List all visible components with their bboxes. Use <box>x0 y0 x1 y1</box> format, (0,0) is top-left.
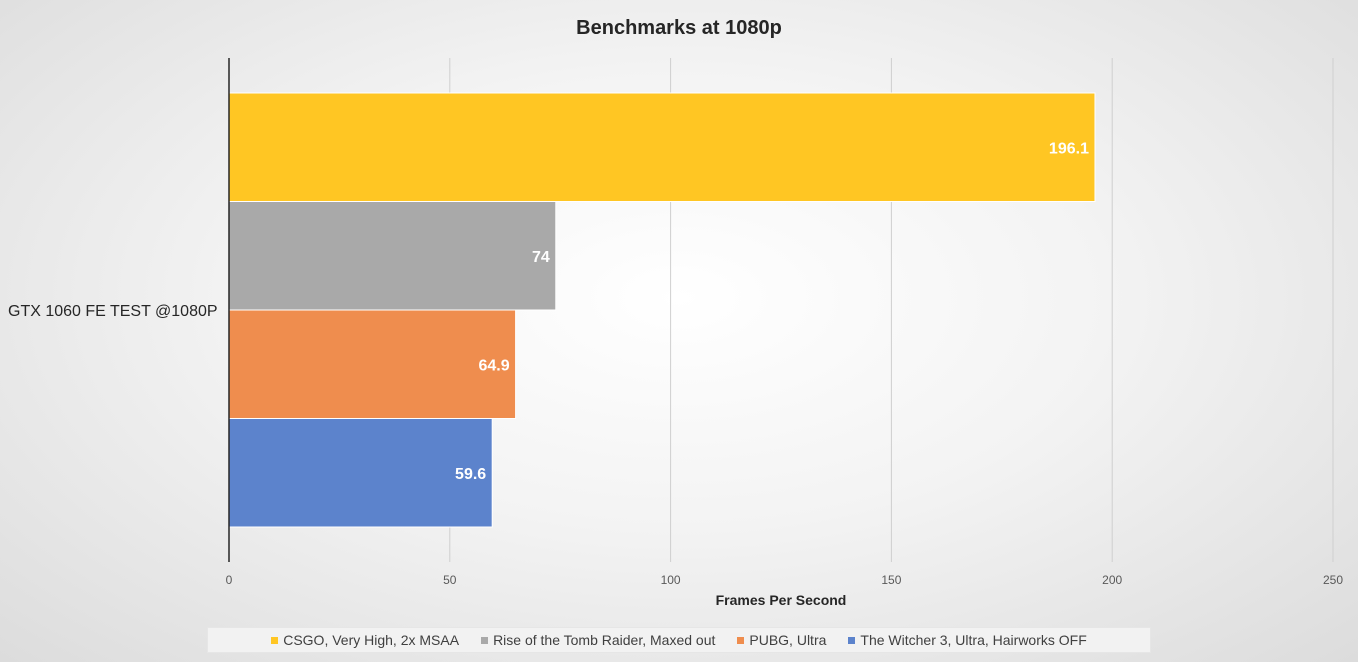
legend-item-pubg: PUBG, Ultra <box>737 632 826 648</box>
bar-3 <box>228 418 493 528</box>
bar-value-label-1: 74 <box>532 249 550 266</box>
legend-swatch-witcher <box>848 636 856 644</box>
legend-swatch-pubg <box>737 636 745 644</box>
legend-label-tomb-raider: Rise of the Tomb Raider, Maxed out <box>493 632 716 648</box>
x-axis-ticks: 0 50 100 150 200 250 <box>226 573 1344 587</box>
x-axis-title: Frames Per Second <box>716 592 847 608</box>
category-label: GTX 1060 FE TEST @1080P <box>8 303 218 320</box>
legend-item-tomb-raider: Rise of the Tomb Raider, Maxed out <box>481 632 715 648</box>
x-tick-label-200: 200 <box>1102 573 1122 587</box>
legend: CSGO, Very High, 2x MSAA Rise of the Tom… <box>207 627 1151 653</box>
bar-value-label-2: 64.9 <box>478 357 509 374</box>
chart-title: Benchmarks at 1080p <box>576 17 782 39</box>
legend-item-witcher: The Witcher 3, Ultra, Hairworks OFF <box>848 632 1087 648</box>
x-tick-label-250: 250 <box>1323 573 1343 587</box>
bar-value-label-3: 59.6 <box>455 466 486 483</box>
legend-item-csgo: CSGO, Very High, 2x MSAA <box>271 632 459 648</box>
legend-swatch-tomb-raider <box>481 636 489 644</box>
bar-1 <box>228 201 557 311</box>
x-tick-label-0: 0 <box>226 573 233 587</box>
legend-swatch-csgo <box>271 636 279 644</box>
legend-label-witcher: The Witcher 3, Ultra, Hairworks OFF <box>860 632 1087 648</box>
bars: 196.1 74 64.9 59.6 <box>228 92 1096 528</box>
legend-label-pubg: PUBG, Ultra <box>749 632 827 648</box>
bar-0 <box>228 92 1096 202</box>
x-tick-label-50: 50 <box>443 573 457 587</box>
x-tick-label-100: 100 <box>661 573 681 587</box>
x-tick-label-150: 150 <box>881 573 901 587</box>
bar-value-label-0: 196.1 <box>1049 140 1089 157</box>
bar-2 <box>228 309 517 419</box>
legend-label-csgo: CSGO, Very High, 2x MSAA <box>283 632 460 648</box>
